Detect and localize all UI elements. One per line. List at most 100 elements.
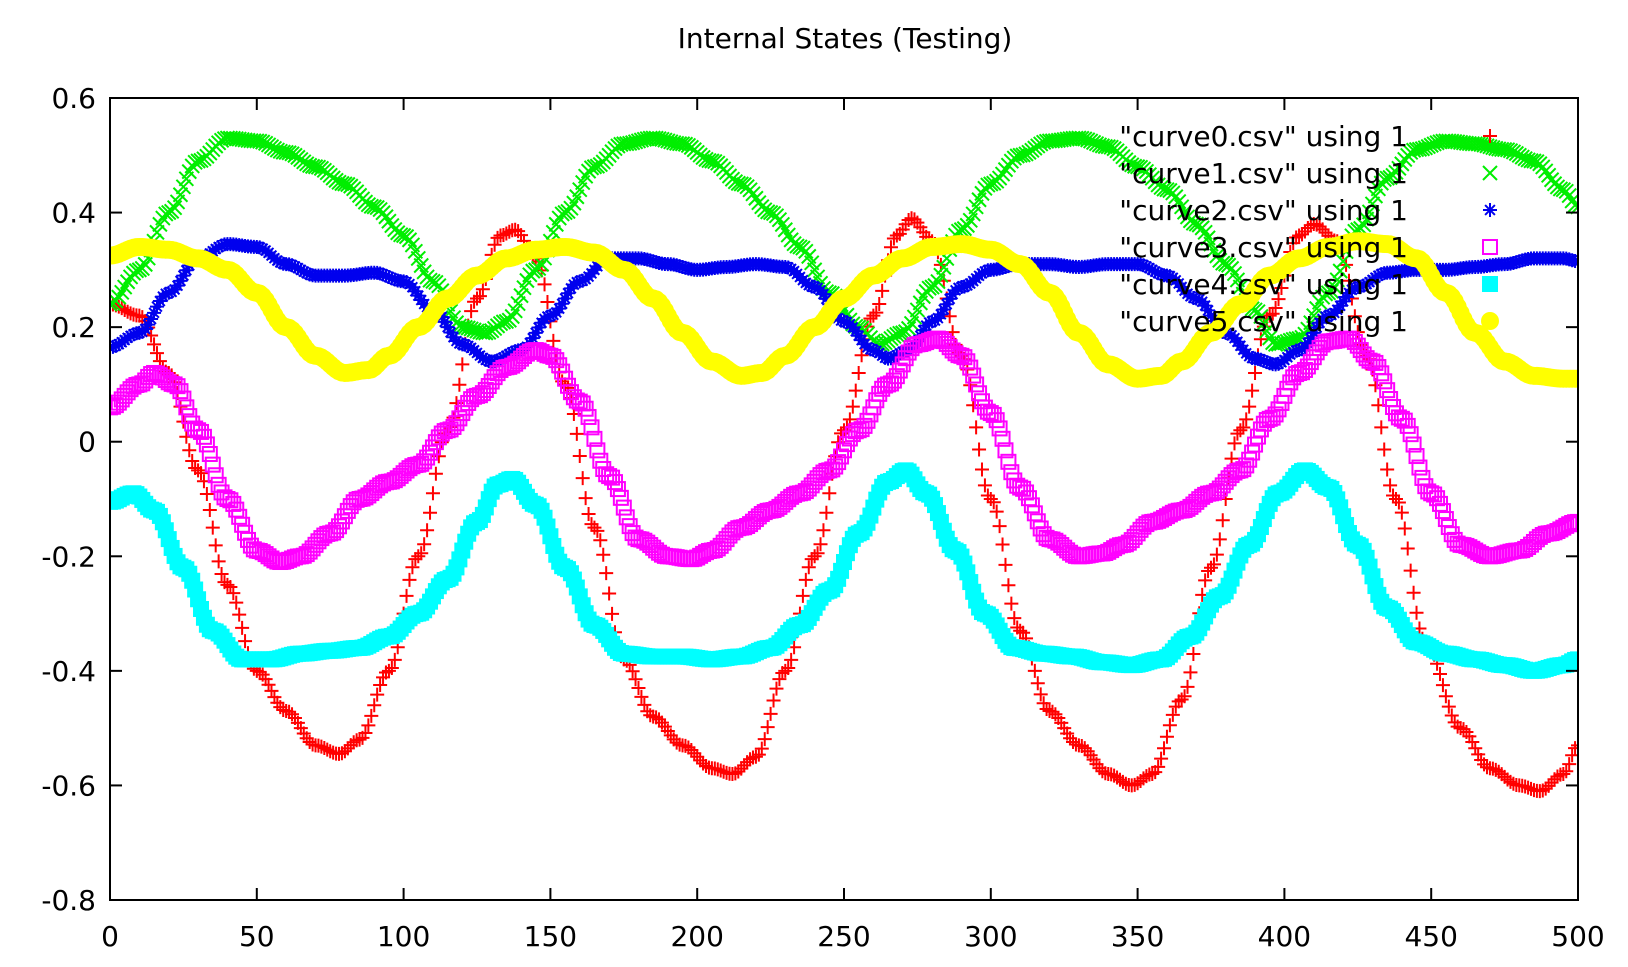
data-point: [871, 385, 888, 402]
data-point: [239, 531, 256, 548]
data-point: [1482, 138, 1498, 155]
data-point: [545, 348, 562, 365]
data-point: [1045, 704, 1060, 719]
data-point: [822, 486, 837, 501]
data-point: [974, 462, 989, 477]
data-point: [604, 469, 621, 486]
legend-label: "curve3.csv" using 1: [1119, 231, 1408, 264]
data-point: [654, 131, 670, 147]
data-point: [789, 238, 805, 254]
x-tick-label: 450: [1404, 920, 1457, 953]
data-point: [454, 405, 471, 422]
data-point: [1209, 547, 1224, 562]
data-point: [1183, 665, 1198, 680]
x-tick-label: 250: [817, 920, 870, 953]
data-point: [994, 166, 1011, 182]
data-point: [1570, 199, 1578, 215]
data-point: [965, 367, 982, 384]
data-point: [845, 399, 860, 414]
data-point: [939, 297, 954, 312]
data-point: [173, 273, 188, 288]
data-point: [1570, 513, 1578, 530]
data-point: [1565, 748, 1578, 763]
data-point: [994, 430, 1011, 447]
data-point: [1212, 532, 1227, 547]
data-point: [684, 743, 699, 758]
data-point: [1518, 779, 1533, 794]
legend-item: "curve1.csv" using 1: [1119, 157, 1498, 190]
data-point: [381, 213, 397, 229]
data-point: [1253, 332, 1268, 347]
data-point: [434, 310, 449, 325]
data-point: [160, 374, 177, 391]
data-point: [169, 378, 186, 395]
data-point: [1030, 676, 1045, 691]
data-point: [1332, 263, 1348, 279]
data-point: [1540, 167, 1557, 184]
data-point: [769, 681, 784, 696]
data-point: [716, 764, 731, 779]
data-point: [1258, 412, 1275, 429]
data-point: [778, 663, 793, 678]
data-point: [1394, 156, 1410, 172]
data-point: [1198, 573, 1213, 588]
data-point: [652, 712, 667, 727]
data-point: [370, 687, 385, 702]
data-point: [1230, 426, 1245, 441]
data-point: [850, 422, 867, 439]
data-point: [838, 436, 855, 453]
data-point: [313, 530, 330, 547]
data-point: [757, 732, 772, 747]
data-point: [956, 349, 973, 366]
data-point: [352, 732, 367, 747]
data-point: [1568, 741, 1578, 756]
legend-item: "curve3.csv" using 1: [1119, 231, 1498, 264]
data-point: [408, 552, 423, 567]
y-tick-label: 0: [78, 426, 96, 459]
data-point: [988, 412, 1005, 429]
data-point: [883, 240, 898, 255]
data-point: [331, 174, 347, 190]
data-point: [627, 134, 644, 150]
data-point: [460, 320, 476, 336]
data-point: [202, 502, 217, 517]
data-point: [346, 735, 361, 750]
data-point: [968, 376, 985, 393]
data-point: [307, 159, 324, 175]
x-tick-label: 400: [1258, 920, 1311, 953]
data-point: [428, 466, 443, 481]
data-point: [1124, 157, 1140, 173]
series-1: [110, 130, 1578, 353]
data-point: [464, 304, 479, 319]
data-point: [1476, 137, 1492, 153]
data-point: [743, 752, 758, 767]
data-point: [1409, 605, 1424, 620]
data-point: [205, 520, 220, 535]
data-point: [373, 678, 388, 693]
data-point: [1074, 130, 1090, 147]
data-point: [457, 399, 474, 416]
data-point: [457, 319, 473, 336]
data-point: [475, 282, 490, 297]
data-point: [1376, 171, 1392, 188]
data-point: [1256, 353, 1271, 368]
data-point: [1349, 337, 1366, 354]
data-point: [572, 449, 587, 464]
data-point: [1411, 459, 1428, 476]
data-point: [226, 586, 241, 601]
data-point: [1204, 308, 1218, 323]
data-point: [299, 266, 314, 281]
data-point: [797, 483, 814, 500]
data-point: [801, 278, 816, 293]
data-point: [1329, 272, 1345, 288]
data-point: [995, 537, 1010, 552]
data-point: [1136, 258, 1151, 273]
data-point: [425, 486, 440, 501]
data-point: [537, 277, 552, 292]
data-point: [1180, 679, 1195, 694]
data-point: [980, 177, 996, 193]
data-point: [1165, 707, 1180, 722]
data-point: [1571, 738, 1578, 753]
data-point: [176, 268, 191, 283]
y-tick-label: -0.6: [41, 769, 96, 802]
